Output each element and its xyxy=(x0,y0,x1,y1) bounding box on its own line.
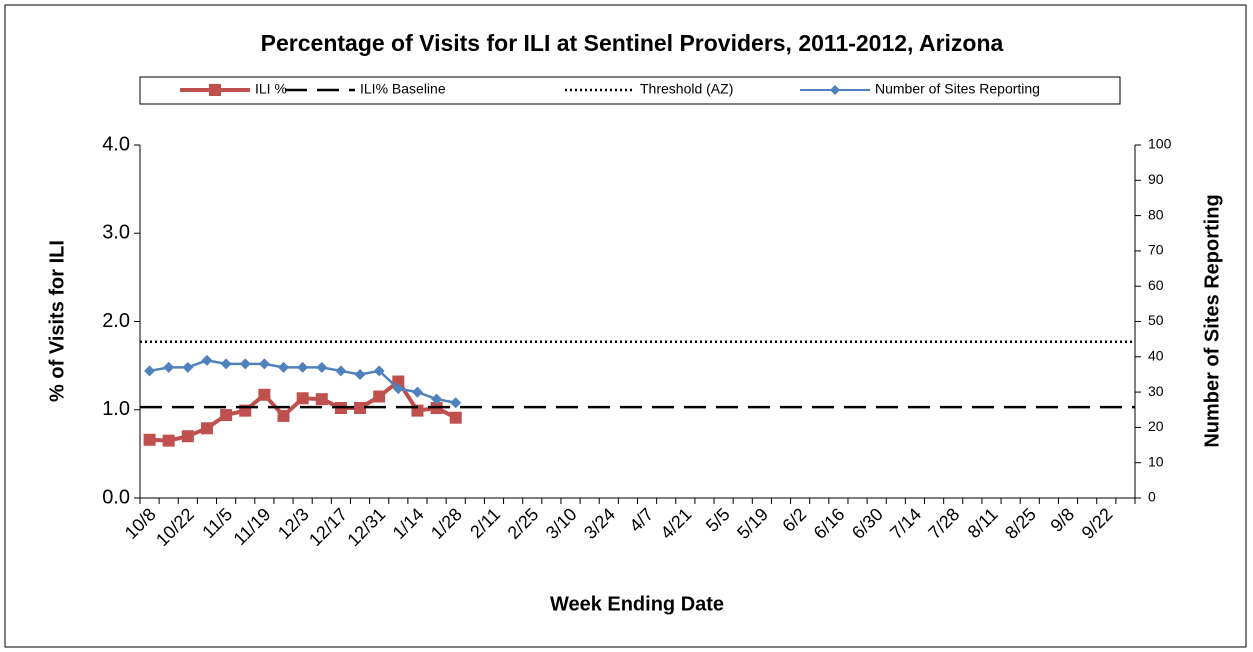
y2-tick-label: 60 xyxy=(1148,277,1164,293)
legend-marker xyxy=(209,84,221,96)
legend-marker xyxy=(830,85,840,95)
marker xyxy=(373,390,386,403)
y-axis-label: % of Visits for ILI xyxy=(46,240,68,402)
legend-label: Threshold (AZ) xyxy=(640,81,733,97)
y-tick-label: 4.0 xyxy=(102,133,130,155)
y2-tick-label: 10 xyxy=(1148,453,1164,469)
marker xyxy=(335,365,347,377)
marker xyxy=(258,388,271,401)
marker xyxy=(220,409,233,422)
marker xyxy=(296,392,309,405)
marker xyxy=(315,393,328,406)
y2-tick-label: 50 xyxy=(1148,312,1164,328)
y2-tick-label: 80 xyxy=(1148,206,1164,222)
marker xyxy=(373,365,385,377)
chart-title: Percentage of Visits for ILI at Sentinel… xyxy=(261,30,1004,56)
marker xyxy=(450,397,462,409)
chart-border xyxy=(4,4,1247,648)
marker xyxy=(411,386,423,398)
y-tick-label: 2.0 xyxy=(102,310,130,332)
y2-tick-label: 90 xyxy=(1148,171,1164,187)
y2-tick-label: 30 xyxy=(1148,383,1164,399)
marker xyxy=(431,393,443,405)
legend-label: ILI % xyxy=(255,81,287,97)
marker xyxy=(316,361,328,373)
y2-axis-label: Number of Sites Reporting xyxy=(1201,194,1223,447)
legend-label: ILI% Baseline xyxy=(360,81,446,97)
marker xyxy=(220,358,232,370)
y2-tick-label: 40 xyxy=(1148,348,1164,364)
marker xyxy=(258,358,270,370)
y-tick-label: 1.0 xyxy=(102,398,130,420)
marker xyxy=(200,422,213,435)
marker xyxy=(144,365,156,377)
x-axis-label: Week Ending Date xyxy=(550,593,724,615)
marker xyxy=(239,358,251,370)
marker xyxy=(201,354,213,366)
legend-label: Number of Sites Reporting xyxy=(875,81,1040,97)
marker xyxy=(354,368,366,380)
y-tick-label: 0.0 xyxy=(102,486,130,508)
marker xyxy=(354,401,367,414)
y2-tick-label: 70 xyxy=(1148,242,1164,258)
marker xyxy=(182,361,194,373)
y2-tick-label: 100 xyxy=(1148,136,1172,152)
marker xyxy=(278,361,290,373)
marker xyxy=(163,361,175,373)
marker xyxy=(143,433,156,446)
marker xyxy=(277,409,290,422)
marker xyxy=(181,430,194,443)
y2-tick-label: 0 xyxy=(1148,489,1156,505)
y-tick-label: 3.0 xyxy=(102,222,130,244)
marker xyxy=(297,361,309,373)
marker xyxy=(449,411,462,424)
y2-tick-label: 20 xyxy=(1148,418,1164,434)
marker xyxy=(162,434,175,447)
marker xyxy=(392,383,404,395)
